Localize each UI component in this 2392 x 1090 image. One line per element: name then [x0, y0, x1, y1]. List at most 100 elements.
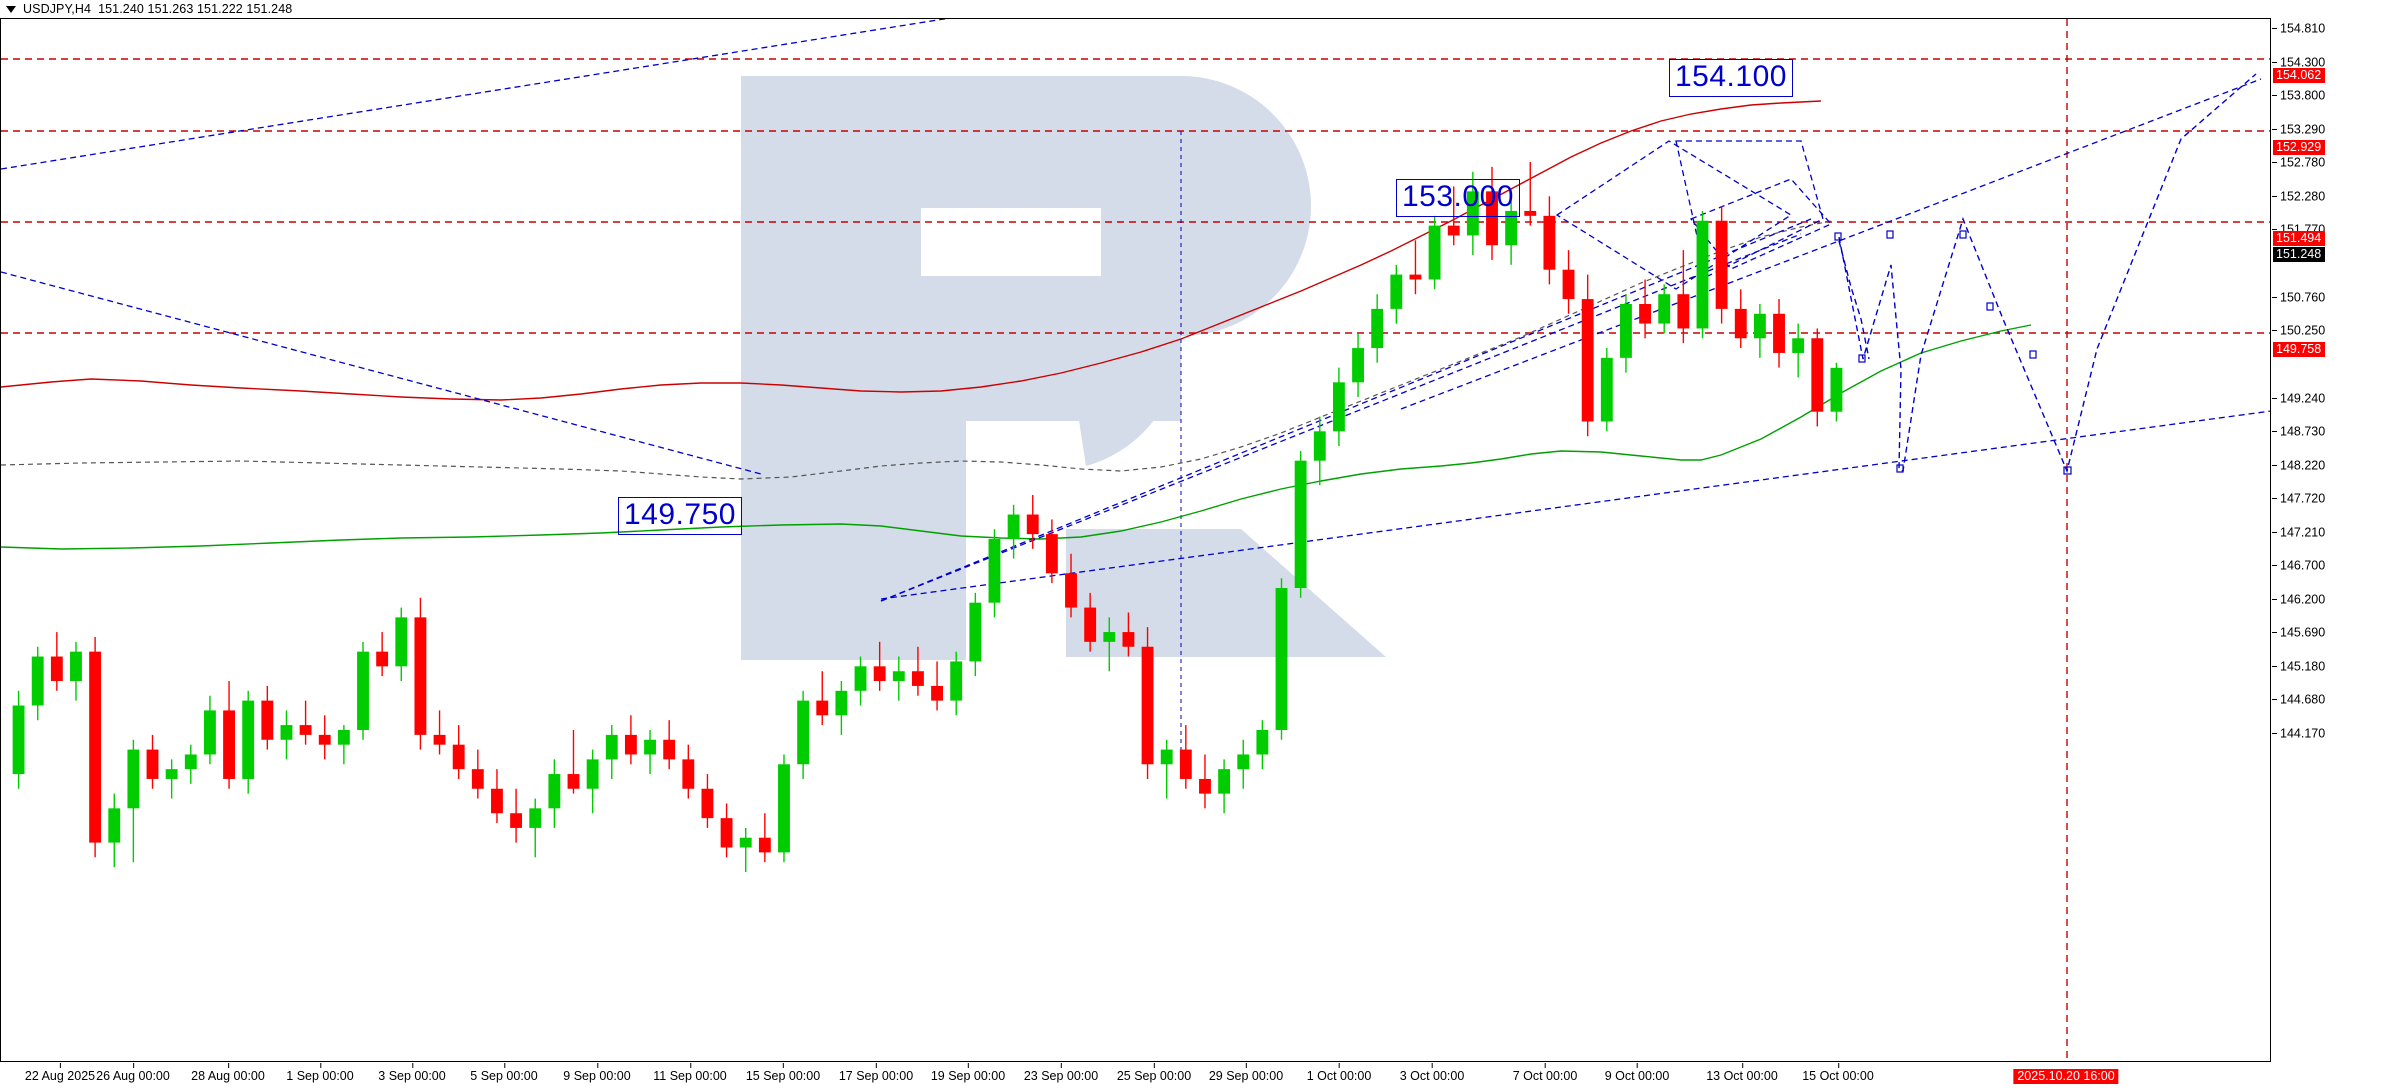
candle-body-bearish [89, 651, 102, 843]
rhombus-right [1675, 140, 1824, 278]
trendline-major-ascending [880, 218, 1812, 602]
candle-body-bearish [1734, 308, 1747, 339]
ma-fast-line [1, 100, 1822, 401]
price-plot-area[interactable]: 154.100 153.000 149.750 [0, 18, 2271, 1062]
forecast-node [1896, 464, 1904, 473]
candle-body-bearish [1562, 269, 1575, 300]
candle-body-bullish [1294, 460, 1307, 588]
candle-body-bullish [1313, 431, 1326, 461]
candle-body-bearish [1084, 607, 1097, 642]
level-price-tag: 154.062 [2273, 68, 2326, 83]
forecast-node [2063, 466, 2072, 475]
price-tick: 154.300 [2272, 55, 2325, 70]
forecast-node [1834, 232, 1842, 241]
candle-body-bullish [165, 769, 178, 779]
candle-body-bearish [931, 685, 943, 701]
candle-body-bearish [261, 700, 274, 740]
candle-body-bearish [720, 818, 733, 848]
time-scale[interactable]: 22 Aug 2025 26 Aug 00:00 28 Aug 00:00 1 Sep… [0, 1063, 2271, 1090]
time-tick: 9 Oct 00:00 [1605, 1063, 1669, 1083]
time-tick: 13 Oct 00:00 [1706, 1063, 1778, 1083]
time-tick: 3 Sep 00:00 [378, 1063, 446, 1083]
candle-body-bearish [1486, 191, 1498, 246]
trendline-lower-ascending [880, 410, 2270, 600]
candle-body-bullish [108, 808, 121, 843]
candle-body-bearish [452, 744, 465, 770]
rhombus-small [1689, 178, 1833, 270]
candle-body-bearish [1773, 313, 1785, 353]
candle-body-bearish [1811, 338, 1824, 412]
candle-body-bullish [1696, 220, 1709, 329]
time-tick: 22 Aug 2025 [25, 1063, 95, 1083]
candle-body-bullish [797, 700, 810, 765]
price-tick: 154.810 [2272, 21, 2325, 36]
candle-body-bullish [337, 729, 350, 745]
trendline-left-descending [1, 271, 762, 475]
price-tick: 147.210 [2272, 525, 2325, 540]
candle-body-bearish [1179, 749, 1192, 779]
candle-body-bearish [701, 788, 714, 819]
forecast-path [1834, 73, 2257, 475]
level-annotation-154100[interactable]: 154.100 [1669, 59, 1793, 97]
symbol-timeframe-label: USDJPY,H4 [23, 2, 92, 16]
candle-body-bullish [1371, 308, 1384, 349]
candle-body-bearish [1581, 299, 1594, 422]
candle-body-bearish [1045, 534, 1058, 574]
candle-body-bearish [376, 651, 389, 667]
time-tick: 25 Sep 00:00 [1117, 1063, 1191, 1083]
forecast-node [1858, 354, 1866, 363]
candle-body-bearish [146, 749, 159, 779]
time-tick: 3 Oct 00:00 [1400, 1063, 1464, 1083]
time-tick: 23 Sep 00:00 [1024, 1063, 1098, 1083]
candle-body-bullish [1352, 348, 1364, 383]
candle-body-bearish [1543, 215, 1556, 270]
candle-body-bullish [357, 651, 369, 730]
candle-body-bearish [1524, 210, 1537, 216]
time-tick: 19 Sep 00:00 [931, 1063, 1005, 1083]
forecast-node [2029, 350, 2037, 359]
candle-body-bearish [1677, 294, 1690, 329]
level-price-tag: 152.929 [2273, 140, 2326, 155]
time-tick: 1 Oct 00:00 [1307, 1063, 1371, 1083]
candle-body-bullish [1620, 303, 1632, 358]
price-tick: 144.680 [2272, 692, 2325, 707]
candle-body-bullish [1103, 632, 1116, 642]
time-tick: 9 Sep 00:00 [563, 1063, 631, 1083]
triangle-down-icon[interactable] [6, 5, 16, 13]
level-annotation-149750[interactable]: 149.750 [618, 497, 742, 535]
candle-body-bearish [223, 710, 235, 779]
time-tick: 15 Sep 00:00 [746, 1063, 820, 1083]
price-tick: 147.720 [2272, 491, 2325, 506]
candle-body-bullish [12, 705, 25, 775]
candle-body-bullish [1466, 191, 1479, 236]
candle-body-bearish [1199, 778, 1211, 794]
rhombus-left [1555, 140, 1793, 290]
current-price-tag: 151.248 [2273, 247, 2326, 262]
price-tick: 148.220 [2272, 458, 2325, 473]
candle-body-bearish [1122, 632, 1135, 647]
price-tick: 149.240 [2272, 391, 2325, 406]
price-scale[interactable]: 154.810 154.300 153.800 153.290 152.780 152.2… [2272, 18, 2392, 1062]
candle-body-bearish [414, 617, 427, 735]
forecast-node [1986, 302, 1994, 311]
candle-body-bullish [31, 656, 44, 706]
watermark-logo [741, 76, 1386, 660]
candle-body-bullish [1160, 749, 1173, 765]
level-annotation-153000[interactable]: 153.000 [1396, 179, 1520, 217]
candle-body-bullish [1428, 225, 1441, 280]
candle-body-bullish [1658, 294, 1671, 324]
moving-averages [1, 100, 2032, 550]
candle-body-bullish [280, 725, 293, 740]
candle-body-bullish [203, 710, 216, 755]
mid-dashed-line [1, 220, 1832, 480]
price-tick: 150.760 [2272, 290, 2325, 305]
time-tick: 17 Sep 00:00 [839, 1063, 913, 1083]
candle-body-bullish [586, 759, 599, 789]
candle-body-bullish [969, 602, 982, 662]
candle-body-bearish [624, 734, 637, 755]
candle-body-bullish [127, 749, 140, 809]
candle-body-bullish [988, 539, 1001, 603]
candle-body-bearish [1065, 573, 1077, 608]
candle-body-bearish [663, 739, 676, 760]
candle-body-bearish [1026, 514, 1039, 535]
